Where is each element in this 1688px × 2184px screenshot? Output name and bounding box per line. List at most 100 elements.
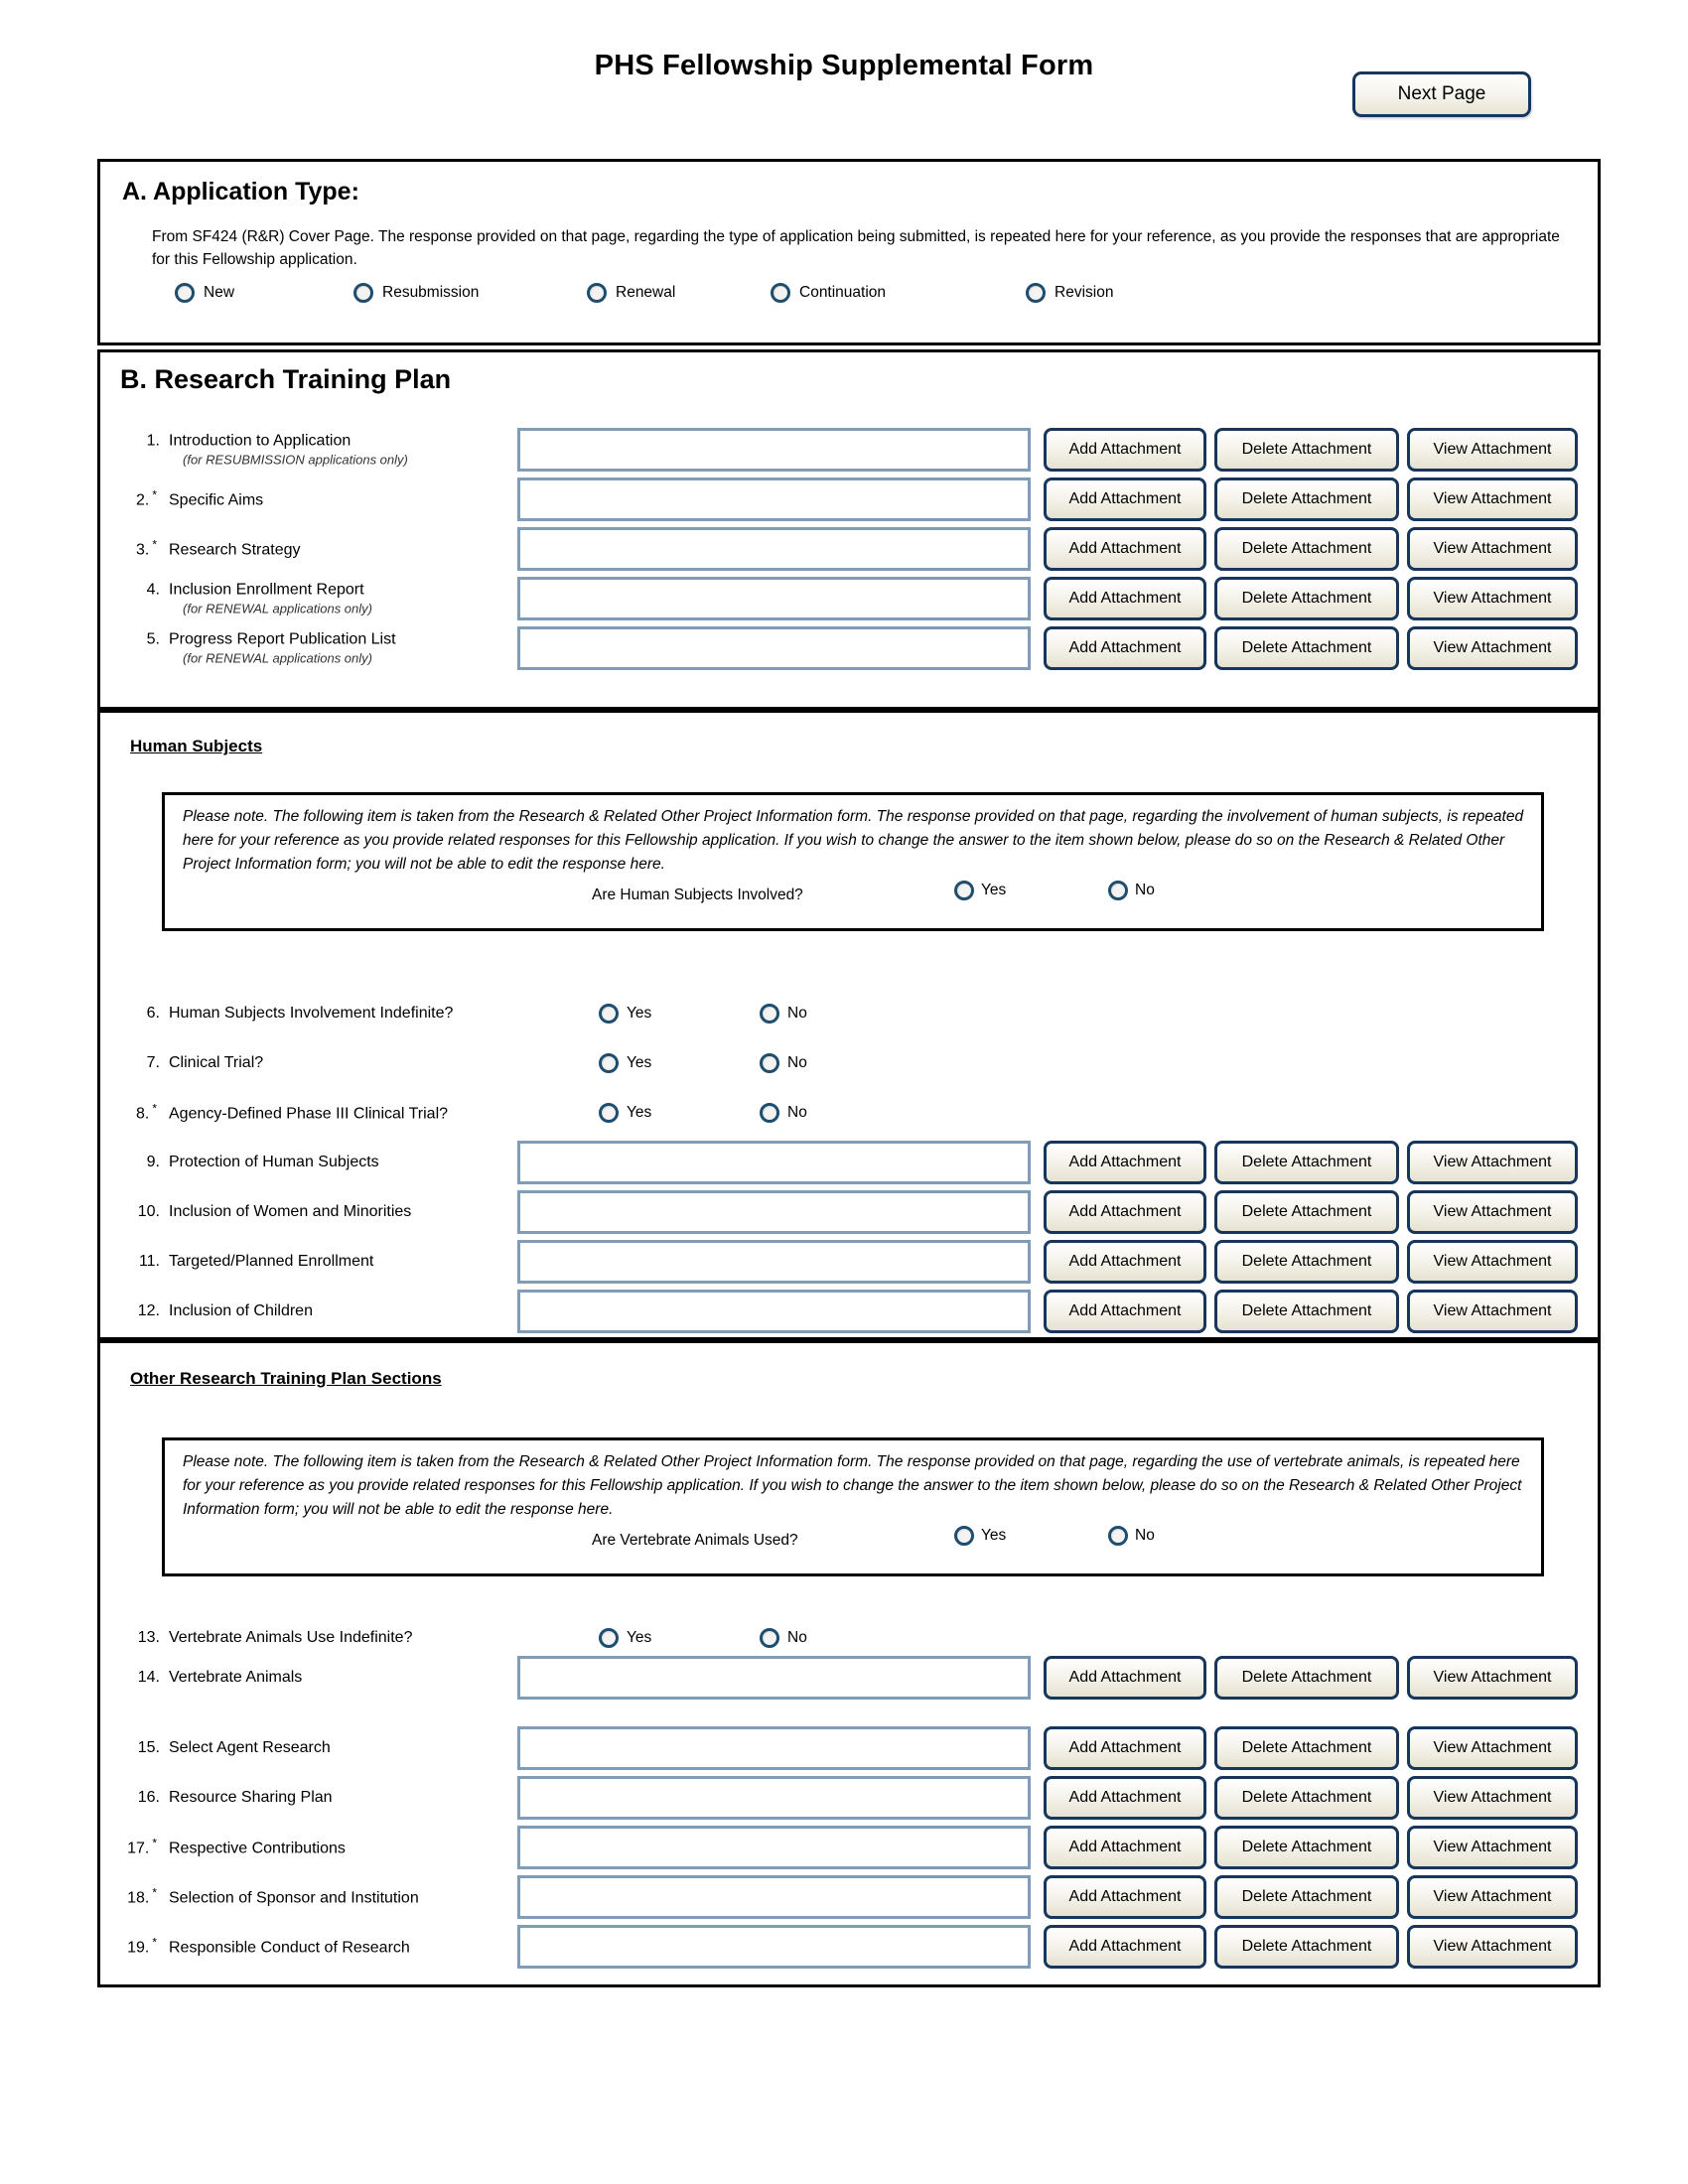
item-number: 17. * <box>127 1836 157 1857</box>
item-label-group: 5. Progress Report Publication List (for… <box>120 629 396 666</box>
attachment-filename-field[interactable] <box>517 1826 1031 1869</box>
add-attachment-button[interactable]: Add Attachment <box>1044 1656 1206 1700</box>
item-number: 7. <box>146 1054 160 1071</box>
delete-attachment-button[interactable]: Delete Attachment <box>1214 577 1399 620</box>
yes-radio[interactable] <box>599 1103 619 1123</box>
attachment-filename-field[interactable] <box>517 626 1031 670</box>
add-attachment-button[interactable]: Add Attachment <box>1044 1290 1206 1333</box>
question-row: 8. * Agency-Defined Phase III Clinical Tr… <box>100 1088 1598 1138</box>
delete-attachment-button[interactable]: Delete Attachment <box>1214 428 1399 472</box>
item-label: Research Strategy <box>169 541 301 559</box>
attachment-filename-field[interactable] <box>517 1290 1031 1333</box>
item-label-group: 1. Introduction to Application (for RESU… <box>120 431 408 468</box>
view-attachment-button[interactable]: View Attachment <box>1407 428 1578 472</box>
view-attachment-button[interactable]: View Attachment <box>1407 1776 1578 1820</box>
application-type-radio[interactable] <box>771 283 790 303</box>
add-attachment-button[interactable]: Add Attachment <box>1044 478 1206 521</box>
view-attachment-button[interactable]: View Attachment <box>1407 527 1578 571</box>
yes-radio[interactable] <box>599 1053 619 1073</box>
no-radio[interactable] <box>760 1004 779 1024</box>
application-type-radio[interactable] <box>353 283 373 303</box>
delete-attachment-button[interactable]: Delete Attachment <box>1214 478 1399 521</box>
attachment-filename-field[interactable] <box>517 428 1031 472</box>
no-radio[interactable] <box>760 1628 779 1648</box>
view-attachment-button[interactable]: View Attachment <box>1407 1656 1578 1700</box>
yes-radio[interactable] <box>599 1628 619 1648</box>
section-b-attachment-rows: 1. Introduction to Application (for RESU… <box>100 425 1598 673</box>
add-attachment-button[interactable]: Add Attachment <box>1044 1726 1206 1770</box>
no-radio[interactable] <box>760 1103 779 1123</box>
add-attachment-button[interactable]: Add Attachment <box>1044 1141 1206 1184</box>
delete-attachment-button[interactable]: Delete Attachment <box>1214 1875 1399 1919</box>
attachment-filename-field[interactable] <box>517 1776 1031 1820</box>
view-attachment-button[interactable]: View Attachment <box>1407 1826 1578 1869</box>
view-attachment-button[interactable]: View Attachment <box>1407 1726 1578 1770</box>
attachment-filename-field[interactable] <box>517 527 1031 571</box>
section-b-research-training-plan: B. Research Training Plan 1. Introductio… <box>97 349 1601 710</box>
yes-radio[interactable] <box>954 881 974 900</box>
delete-attachment-button[interactable]: Delete Attachment <box>1214 1190 1399 1234</box>
view-attachment-button[interactable]: View Attachment <box>1407 1875 1578 1919</box>
attachment-filename-field[interactable] <box>517 478 1031 521</box>
delete-attachment-button[interactable]: Delete Attachment <box>1214 1826 1399 1869</box>
add-attachment-button[interactable]: Add Attachment <box>1044 527 1206 571</box>
item-number: 1. <box>146 432 160 450</box>
delete-attachment-button[interactable]: Delete Attachment <box>1214 1290 1399 1333</box>
attachment-filename-field[interactable] <box>517 1141 1031 1184</box>
attachment-filename-field[interactable] <box>517 1656 1031 1700</box>
application-type-radio[interactable] <box>1026 283 1046 303</box>
attachment-filename-field[interactable] <box>517 1925 1031 1969</box>
next-page-button[interactable]: Next Page <box>1352 71 1531 117</box>
no-radio[interactable] <box>1108 881 1128 900</box>
application-type-radio[interactable] <box>587 283 607 303</box>
add-attachment-button[interactable]: Add Attachment <box>1044 626 1206 670</box>
delete-attachment-button[interactable]: Delete Attachment <box>1214 1726 1399 1770</box>
view-attachment-button[interactable]: View Attachment <box>1407 1240 1578 1284</box>
item-number: 10. <box>137 1203 160 1220</box>
application-type-radio[interactable] <box>175 283 195 303</box>
required-asterisk: * <box>152 1836 157 1850</box>
no-radio[interactable] <box>760 1053 779 1073</box>
delete-attachment-button[interactable]: Delete Attachment <box>1214 1240 1399 1284</box>
view-attachment-button[interactable]: View Attachment <box>1407 478 1578 521</box>
attachment-filename-field[interactable] <box>517 1875 1031 1919</box>
attachment-filename-field[interactable] <box>517 1240 1031 1284</box>
add-attachment-button[interactable]: Add Attachment <box>1044 577 1206 620</box>
attachment-filename-field[interactable] <box>517 1726 1031 1770</box>
section-a-heading: A. Application Type: <box>122 178 359 205</box>
yes-label: Yes <box>627 1629 652 1646</box>
other-research-training-plan-section: Other Research Training Plan Sections Pl… <box>97 1340 1601 1987</box>
item-sublabel: (for RESUBMISSION applications only) <box>183 452 408 468</box>
view-attachment-button[interactable]: View Attachment <box>1407 626 1578 670</box>
no-option: No <box>760 1053 807 1073</box>
item-label-group: 15. Select Agent Research <box>120 1738 331 1758</box>
delete-attachment-button[interactable]: Delete Attachment <box>1214 1656 1399 1700</box>
view-attachment-button[interactable]: View Attachment <box>1407 1290 1578 1333</box>
question-label: Vertebrate Animals Use Indefinite? <box>169 1629 413 1646</box>
add-attachment-button[interactable]: Add Attachment <box>1044 1776 1206 1820</box>
yes-radio[interactable] <box>954 1526 974 1546</box>
add-attachment-button[interactable]: Add Attachment <box>1044 428 1206 472</box>
delete-attachment-button[interactable]: Delete Attachment <box>1214 527 1399 571</box>
no-radio[interactable] <box>1108 1526 1128 1546</box>
view-attachment-button[interactable]: View Attachment <box>1407 1141 1578 1184</box>
add-attachment-button[interactable]: Add Attachment <box>1044 1190 1206 1234</box>
attachment-filename-field[interactable] <box>517 1190 1031 1234</box>
add-attachment-button[interactable]: Add Attachment <box>1044 1925 1206 1969</box>
attachment-filename-field[interactable] <box>517 577 1031 620</box>
item-label-group: 3. * Research Strategy <box>120 537 301 560</box>
add-attachment-button[interactable]: Add Attachment <box>1044 1875 1206 1919</box>
human-subjects-question-label: Are Human Subjects Involved? <box>592 887 803 903</box>
view-attachment-button[interactable]: View Attachment <box>1407 1190 1578 1234</box>
yes-radio[interactable] <box>599 1004 619 1024</box>
delete-attachment-button[interactable]: Delete Attachment <box>1214 1925 1399 1969</box>
view-attachment-button[interactable]: View Attachment <box>1407 1925 1578 1969</box>
view-attachment-button[interactable]: View Attachment <box>1407 577 1578 620</box>
add-attachment-button[interactable]: Add Attachment <box>1044 1240 1206 1284</box>
delete-attachment-button[interactable]: Delete Attachment <box>1214 1776 1399 1820</box>
delete-attachment-button[interactable]: Delete Attachment <box>1214 1141 1399 1184</box>
delete-attachment-button[interactable]: Delete Attachment <box>1214 626 1399 670</box>
no-option: No <box>760 1628 807 1648</box>
add-attachment-button[interactable]: Add Attachment <box>1044 1826 1206 1869</box>
